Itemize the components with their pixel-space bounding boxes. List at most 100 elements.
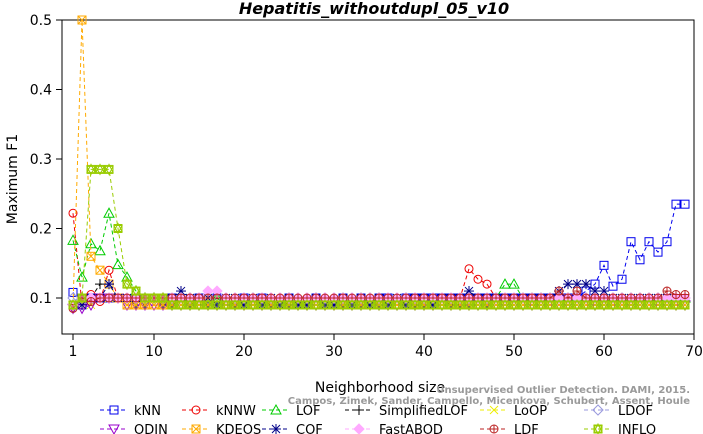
x-tick-label: 30 [325,344,343,360]
x-tick-label: 50 [505,344,523,360]
data-point [635,255,645,265]
legend-item-ldf: LDF [480,423,539,434]
data-point [104,279,114,290]
data-point [590,298,600,312]
legend-label: FastABOD [379,423,443,434]
legend-item-ldof: LDOF [584,404,653,419]
chart-title: Hepatitis_withoutdupl_05_v10 [239,0,509,18]
data-point [95,279,105,290]
x-axis-label: Neighborhood size [315,380,445,396]
data-point [383,298,393,312]
data-point [680,199,690,209]
series-line-inflo [72,168,685,306]
data-point [554,298,564,312]
data-point [680,290,690,300]
legend-item-fastabod: FastABOD [345,423,443,434]
y-tick-label: 0.1 [30,291,52,307]
data-point [185,298,195,312]
series-kdeos [68,15,690,310]
data-point [329,298,339,312]
legend-marker [489,405,499,415]
data-point [482,298,492,312]
data-point [374,298,384,312]
series-layer [67,15,691,315]
y-tick-label: 0.5 [30,13,52,29]
series-line-kdeos [72,19,685,306]
data-point [113,293,123,303]
legend-marker [271,424,281,434]
data-point [77,15,87,25]
data-point [662,237,672,247]
legend-label: LDOF [618,404,653,419]
legend-item-simplifiedlof: SimplifiedLOF [345,404,468,419]
x-tick-label: 1 [69,344,78,360]
data-point [608,298,618,312]
data-point [671,290,681,300]
x-tick-label: 20 [235,344,253,360]
data-point [275,298,285,312]
data-point [500,298,510,312]
data-point [140,291,150,305]
data-point [113,222,123,235]
y-tick-label: 0.4 [30,83,52,99]
data-point [94,244,106,256]
legend-marker [191,424,201,434]
data-point [104,163,114,176]
legend-item-knn: kNN [100,404,161,419]
data-point [518,298,528,312]
x-tick-label: 10 [145,344,163,360]
data-point [491,298,501,312]
legend-marker [592,404,604,416]
data-point [680,298,690,312]
x-tick-label: 60 [595,344,613,360]
data-point [104,293,114,303]
data-point [626,237,636,247]
y-axis: 0.1 0.2 0.3 0.4 0.5 [30,13,62,307]
data-point [572,279,582,290]
data-point [653,247,663,257]
legend: kNN kNNW LOF SimplifiedLOF LoOP LDOF ODIN KDEOS… [100,403,656,434]
data-point [284,298,294,312]
legend-item-lof: LOF [262,403,321,419]
data-point [581,298,591,312]
data-point [572,286,582,296]
data-point [644,237,654,247]
x-axis: 1 10 20 30 40 50 60 70 [69,333,703,360]
data-point [446,298,456,312]
data-point [581,279,591,290]
data-point [230,298,240,312]
credit-line-2: Campos, Zimek, Sander, Campello, Micenko… [288,396,690,407]
legend-item-odin: ODIN [100,423,168,434]
data-point [212,298,222,312]
data-point [77,291,87,305]
legend-label: COF [296,423,323,434]
data-point [221,298,231,312]
legend-marker [489,424,499,434]
legend-marker [109,405,119,415]
data-point [599,298,609,312]
data-point [392,298,402,312]
data-point [563,298,573,312]
data-point [86,163,96,176]
data-point [455,298,465,312]
data-point [293,298,303,312]
legend-label: INFLO [618,423,656,434]
data-point [599,286,609,297]
data-point [428,298,438,312]
data-point [419,298,429,312]
data-point [203,298,213,312]
data-point [509,298,519,312]
data-point [149,291,159,305]
credit: Unsupervised Outlier Detection. DAMI, 20… [288,385,690,407]
legend-label: LoOP [514,404,547,419]
y-axis-label: Maximum F1 [5,134,21,224]
data-point [599,260,609,270]
data-point [95,163,105,176]
data-point [356,298,366,312]
legend-marker [353,423,365,434]
data-point [122,277,132,291]
data-point [104,265,114,275]
data-point [86,251,96,261]
legend-marker [354,405,364,415]
data-point [572,298,582,312]
